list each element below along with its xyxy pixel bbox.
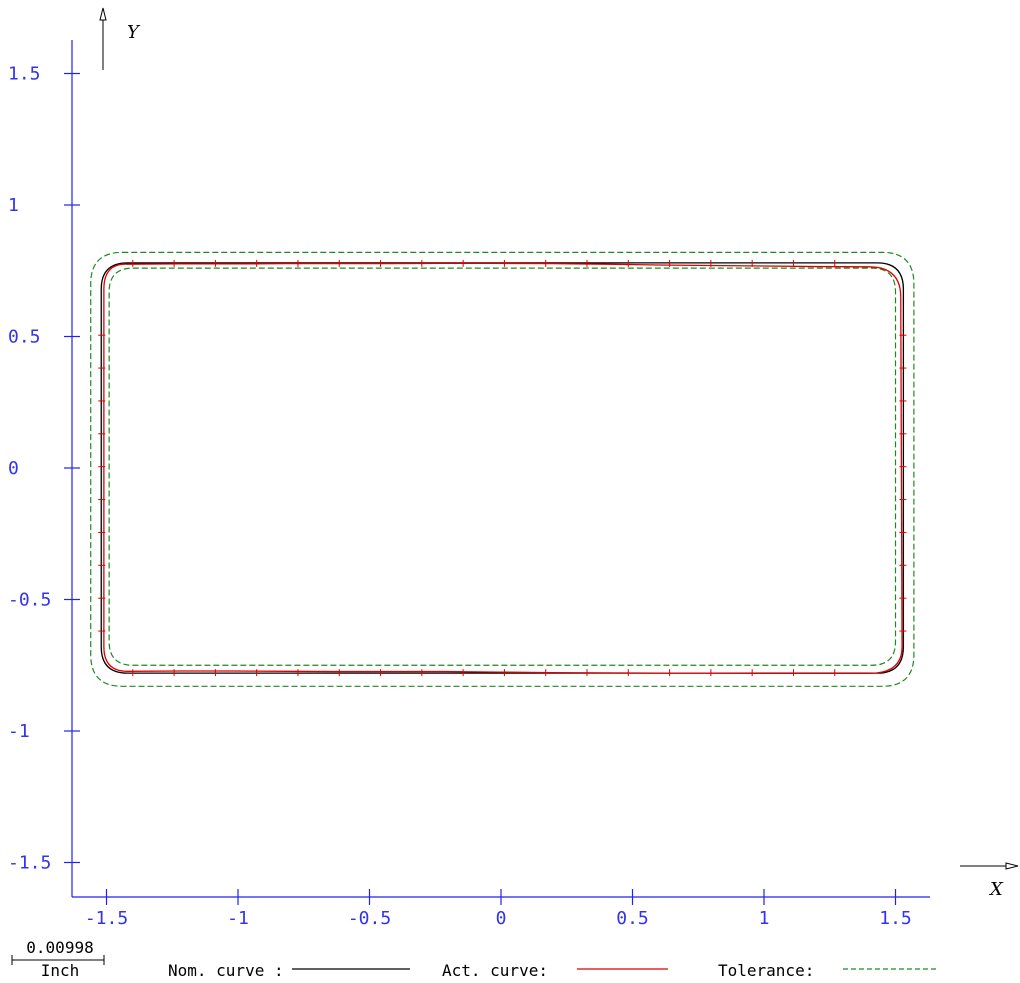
legend-nominal-label: Nom. curve : (168, 961, 284, 980)
y-tick-label: 1.5 (8, 64, 41, 85)
y-arrow-head (99, 7, 107, 21)
y-tick-label: -1 (8, 721, 30, 742)
legend-tolerance-label: Tolerance: (718, 961, 814, 980)
x-tick-label: -0.5 (348, 908, 391, 929)
tolerance-outer-curve (90, 251, 915, 687)
y-axis-label: Y (127, 22, 141, 43)
x-tick-label: -1.5 (85, 908, 128, 929)
x-tick-label: 1.5 (879, 908, 912, 929)
tick-labels: -1.5 -1 -0.5 0 0.5 1 1.5 1.5 1 0.5 0 -0.5 -1 -1.5 (8, 64, 912, 930)
nominal-curve (100, 262, 905, 674)
y-tick-label: 0.5 (8, 327, 41, 348)
x-arrow-head (1005, 862, 1019, 870)
y-tick-label: 1 (8, 195, 19, 216)
y-tick-label: -0.5 (8, 590, 51, 611)
scale-bar-value: 0.00998 (26, 938, 93, 957)
x-tick-label: 1 (759, 908, 770, 929)
actual-curve-layer (98, 259, 907, 677)
y-tick-label: 0 (8, 458, 19, 479)
x-tick-label: 0.5 (616, 908, 649, 929)
x-tick-label: 0 (496, 908, 507, 929)
actual-curve (103, 262, 903, 675)
nominal-curve-layer (100, 262, 905, 674)
tolerance-band (90, 251, 915, 687)
scale-bar-unit: Inch (41, 961, 80, 980)
axis-arrows: YX (99, 7, 1019, 900)
tolerance-inner-curve (108, 267, 897, 666)
x-tick-label: -1 (227, 908, 249, 929)
axes (64, 40, 930, 905)
footer-legend: 0.00998 Inch Nom. curve : Act. curve: To… (11, 938, 938, 980)
x-axis-label: X (988, 879, 1004, 900)
legend-actual-label: Act. curve: (442, 961, 548, 980)
y-tick-label: -1.5 (8, 853, 51, 874)
